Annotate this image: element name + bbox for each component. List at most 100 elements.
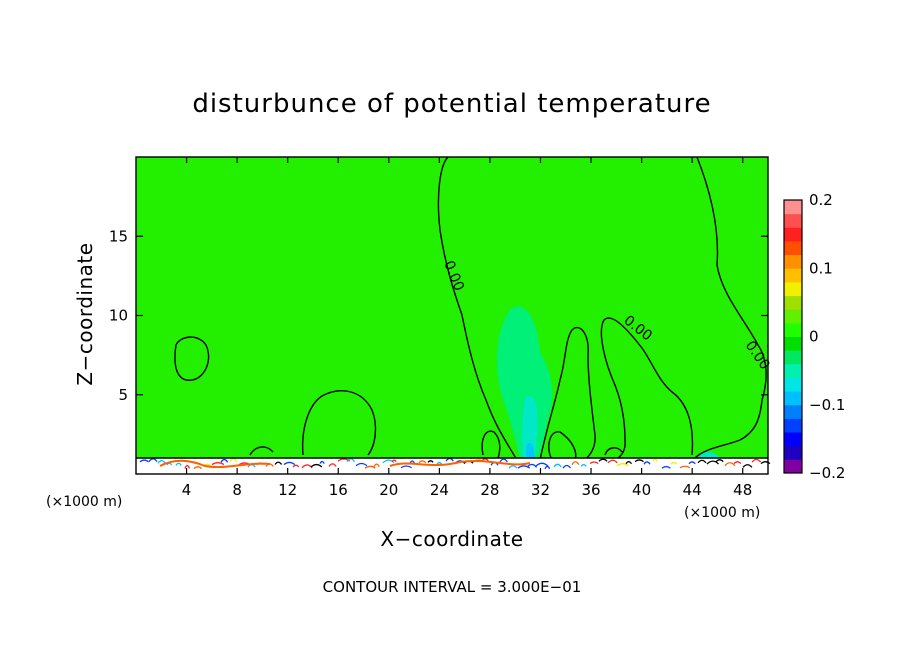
colorbar-tick-label: 0 bbox=[809, 328, 819, 346]
terrain-scribble bbox=[706, 460, 720, 465]
cool-anomaly-core bbox=[522, 395, 538, 460]
terrain-scribble bbox=[427, 460, 434, 463]
terrain-warm-band bbox=[389, 460, 531, 467]
terrain-scribble bbox=[418, 460, 427, 464]
terrain-scribble bbox=[391, 459, 397, 463]
terrain-scribble bbox=[571, 461, 580, 466]
terrain-scribble bbox=[607, 459, 618, 464]
colorbar-swatch bbox=[784, 432, 802, 447]
x-unit-left: (×1000 m) bbox=[46, 494, 122, 510]
terrain-scribble bbox=[193, 466, 203, 470]
terrain-scribble bbox=[688, 461, 696, 465]
x-tick-label: 40 bbox=[632, 481, 651, 499]
x-tick-label: 4 bbox=[182, 481, 192, 499]
terrain-scribble bbox=[760, 461, 771, 465]
terrain-scribble bbox=[580, 464, 587, 467]
terrain-scribble bbox=[400, 465, 412, 469]
terrain-scribble bbox=[283, 461, 296, 466]
terrain-scribble bbox=[139, 459, 149, 463]
colorbar-swatch bbox=[784, 240, 802, 256]
colorbar-tick-label: 0.2 bbox=[809, 191, 833, 209]
colorbar: 0.2 0.1 0 −0.1 −0.2 bbox=[783, 191, 845, 482]
terrain-scribble bbox=[409, 460, 415, 464]
colorbar-swatch bbox=[784, 459, 802, 474]
terrain-scribble bbox=[373, 463, 380, 467]
contour-small-1 bbox=[249, 446, 274, 456]
colorbar-swatch bbox=[784, 404, 802, 419]
terrain-scribble bbox=[346, 458, 356, 463]
terrain-scribble bbox=[364, 465, 376, 469]
colorbar-swatch bbox=[784, 295, 802, 310]
colorbar-swatch bbox=[784, 391, 802, 406]
terrain-scribble bbox=[319, 460, 325, 464]
terrain-scribble bbox=[589, 461, 599, 465]
terrain-warm-band bbox=[159, 459, 271, 469]
terrain-scribble bbox=[562, 464, 572, 469]
x-tick-label: 8 bbox=[232, 481, 242, 499]
contour-inner-lobe bbox=[539, 327, 596, 461]
colorbar-frame bbox=[783, 199, 803, 474]
contour-main-top bbox=[694, 156, 767, 459]
colorbar-swatch bbox=[784, 418, 802, 433]
terrain-scribble bbox=[652, 458, 658, 462]
terrain-scribble bbox=[328, 463, 337, 467]
terrain-scribble bbox=[184, 464, 191, 469]
terrain-band bbox=[136, 458, 768, 474]
terrain-scribble bbox=[715, 459, 724, 463]
contour-small-3 bbox=[548, 431, 577, 461]
terrain-scribble bbox=[436, 461, 443, 465]
x-unit-right: (×1000 m) bbox=[684, 505, 760, 521]
terrain-scribble bbox=[733, 461, 742, 465]
terrain-scribble bbox=[157, 459, 166, 464]
contour-small-2 bbox=[481, 430, 501, 459]
terrain-scribble bbox=[598, 458, 608, 462]
colorbar-swatch bbox=[784, 363, 802, 378]
field-background bbox=[136, 157, 768, 474]
contour-left-blob bbox=[174, 336, 210, 381]
terrain-scribble bbox=[742, 464, 753, 468]
terrain-scribble bbox=[697, 459, 707, 464]
colorbar-swatch bbox=[784, 377, 802, 392]
terrain-scribble bbox=[517, 465, 531, 469]
terrain-scribble bbox=[661, 465, 671, 469]
colorbar-tick-label: −0.2 bbox=[809, 464, 845, 482]
colorbar-swatch bbox=[784, 281, 802, 297]
terrain-scribble bbox=[220, 458, 229, 463]
terrain-scribble bbox=[382, 459, 395, 464]
cool-anomaly-base bbox=[526, 442, 535, 460]
y-tick-label: 15 bbox=[109, 227, 128, 245]
terrain-scribble bbox=[499, 458, 508, 463]
x-tick-label: 24 bbox=[430, 481, 449, 499]
terrain-scribble bbox=[544, 465, 551, 470]
terrain-scribble bbox=[355, 462, 368, 467]
terrain-scribble bbox=[553, 463, 562, 468]
y-tick-label: 5 bbox=[118, 386, 128, 404]
terrain-scribble bbox=[508, 465, 518, 469]
terrain-scribble bbox=[526, 463, 538, 468]
plot-area: 0.00 0.00 0.00 bbox=[135, 156, 773, 475]
colorbar-swatch bbox=[784, 309, 802, 324]
y-tick-label: 10 bbox=[109, 307, 128, 325]
terrain-scribble bbox=[643, 461, 651, 465]
cool-anomaly-region bbox=[497, 305, 553, 460]
terrain-scribble bbox=[310, 463, 323, 468]
terrain-scribble bbox=[175, 462, 182, 466]
contour-main-left bbox=[437, 156, 518, 461]
terrain-scribble bbox=[148, 458, 158, 463]
terrain-scribble bbox=[724, 462, 736, 467]
colorbar-swatch bbox=[784, 254, 802, 269]
terrain-scribble bbox=[634, 459, 644, 463]
colorbar-swatch bbox=[784, 268, 802, 283]
chart-title: disturbunce of potential temperature bbox=[192, 89, 711, 119]
contour-interval-note: CONTOUR INTERVAL = 3.000E−01 bbox=[323, 578, 582, 596]
x-tick-label: 36 bbox=[581, 481, 600, 499]
colorbar-swatch bbox=[784, 350, 802, 365]
y-axis-label: Z−coordinate bbox=[73, 242, 97, 385]
terrain-scribble bbox=[274, 461, 283, 465]
colorbar-swatch bbox=[784, 336, 802, 351]
zero-contours bbox=[174, 156, 767, 461]
contour-right-lobe bbox=[600, 317, 694, 459]
x-tick-label: 16 bbox=[329, 481, 348, 499]
colorbar-swatch bbox=[784, 213, 802, 228]
